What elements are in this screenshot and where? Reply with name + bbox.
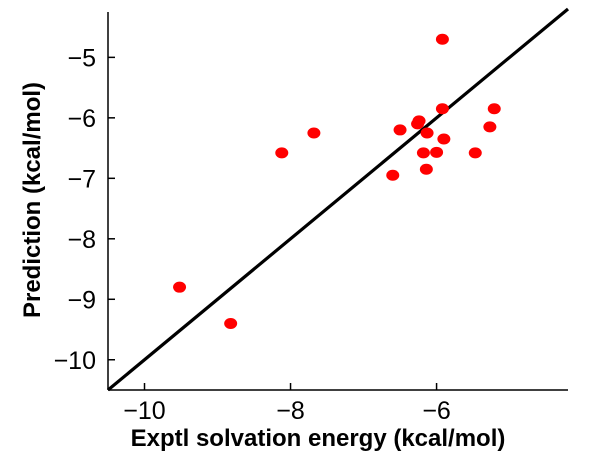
data-point: [412, 115, 426, 127]
x-tick-label: −6: [422, 397, 451, 425]
y-tick-label: −9: [67, 286, 96, 314]
data-point: [393, 124, 407, 136]
y-tick-label: −5: [67, 44, 96, 72]
y-axis-title: Prediction (kcal/mol): [19, 82, 46, 318]
data-point: [483, 121, 497, 133]
data-point: [275, 147, 289, 159]
data-point: [435, 33, 449, 45]
data-point: [435, 103, 449, 115]
y-tick-label: −7: [67, 165, 96, 193]
x-ticks: −10 −8 −6: [123, 383, 451, 425]
data-point: [420, 127, 434, 139]
data-point: [173, 281, 187, 293]
x-tick-label: −10: [123, 397, 165, 425]
data-point: [487, 103, 501, 115]
axes: [107, 12, 568, 391]
data-points: [173, 33, 501, 329]
x-axis-title: Exptl solvation energy (kcal/mol): [131, 425, 506, 452]
x-tick-label: −8: [276, 397, 305, 425]
y-tick-label: −8: [67, 226, 96, 254]
data-point: [430, 146, 444, 158]
y-ticks: −10 −9 −8 −7 −6 −5: [54, 44, 115, 375]
y-tick-label: −6: [67, 105, 96, 133]
data-point: [419, 163, 433, 175]
y-tick-label: −10: [54, 347, 96, 375]
data-point: [386, 169, 400, 181]
data-point: [468, 147, 482, 159]
data-point: [307, 127, 321, 139]
data-point: [416, 147, 430, 159]
data-point: [224, 317, 238, 329]
reference-diagonal-line: [106, 7, 570, 392]
data-point: [437, 133, 451, 145]
